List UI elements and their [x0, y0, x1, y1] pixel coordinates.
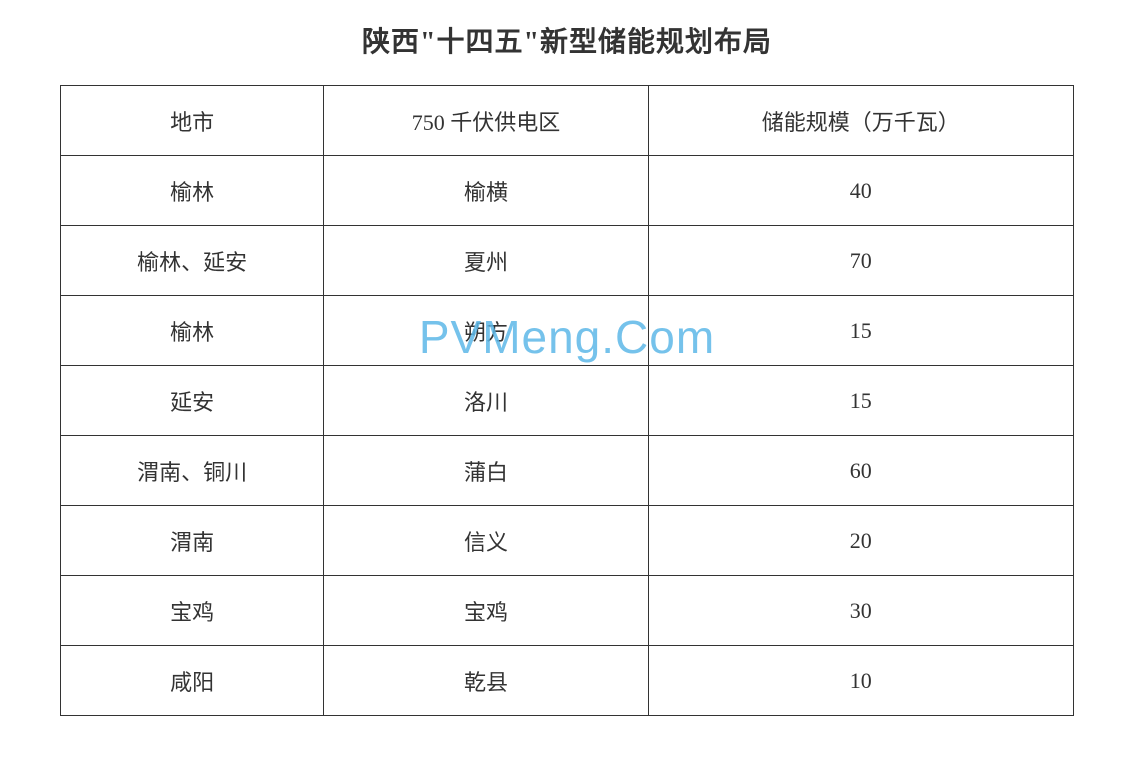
data-table: 地市 750 千伏供电区 储能规模（万千瓦） 榆林 榆横 40 榆林、延安 夏州… [60, 85, 1074, 716]
table-cell-city: 榆林 [61, 296, 324, 366]
table-cell-scale: 10 [648, 646, 1073, 716]
table-cell-city: 咸阳 [61, 646, 324, 716]
table-header-scale: 储能规模（万千瓦） [648, 86, 1073, 156]
table-cell-scale: 60 [648, 436, 1073, 506]
table-row: 榆林、延安 夏州 70 [61, 226, 1074, 296]
table-cell-zone: 榆横 [324, 156, 648, 226]
table-cell-zone: 乾县 [324, 646, 648, 716]
table-cell-scale: 15 [648, 366, 1073, 436]
table-cell-city: 榆林 [61, 156, 324, 226]
table-row: 榆林 榆横 40 [61, 156, 1074, 226]
table-cell-zone: 朔方 [324, 296, 648, 366]
table-cell-zone: 信义 [324, 506, 648, 576]
table-cell-scale: 20 [648, 506, 1073, 576]
table-row: 延安 洛川 15 [61, 366, 1074, 436]
table-cell-scale: 15 [648, 296, 1073, 366]
table-cell-city: 延安 [61, 366, 324, 436]
table-row: 咸阳 乾县 10 [61, 646, 1074, 716]
table-row: 宝鸡 宝鸡 30 [61, 576, 1074, 646]
table-cell-scale: 40 [648, 156, 1073, 226]
table-cell-scale: 70 [648, 226, 1073, 296]
table-cell-zone: 洛川 [324, 366, 648, 436]
table-cell-city: 渭南、铜川 [61, 436, 324, 506]
table-header-row: 地市 750 千伏供电区 储能规模（万千瓦） [61, 86, 1074, 156]
table-header-zone: 750 千伏供电区 [324, 86, 648, 156]
table-cell-city: 渭南 [61, 506, 324, 576]
table-cell-city: 宝鸡 [61, 576, 324, 646]
table-cell-city: 榆林、延安 [61, 226, 324, 296]
table-cell-zone: 蒲白 [324, 436, 648, 506]
page-title: 陕西"十四五"新型储能规划布局 [60, 20, 1074, 60]
table-cell-zone: 宝鸡 [324, 576, 648, 646]
table-header-city: 地市 [61, 86, 324, 156]
table-row: 渭南、铜川 蒲白 60 [61, 436, 1074, 506]
table-row: 渭南 信义 20 [61, 506, 1074, 576]
table-cell-scale: 30 [648, 576, 1073, 646]
table-cell-zone: 夏州 [324, 226, 648, 296]
table-row: 榆林 朔方 15 [61, 296, 1074, 366]
